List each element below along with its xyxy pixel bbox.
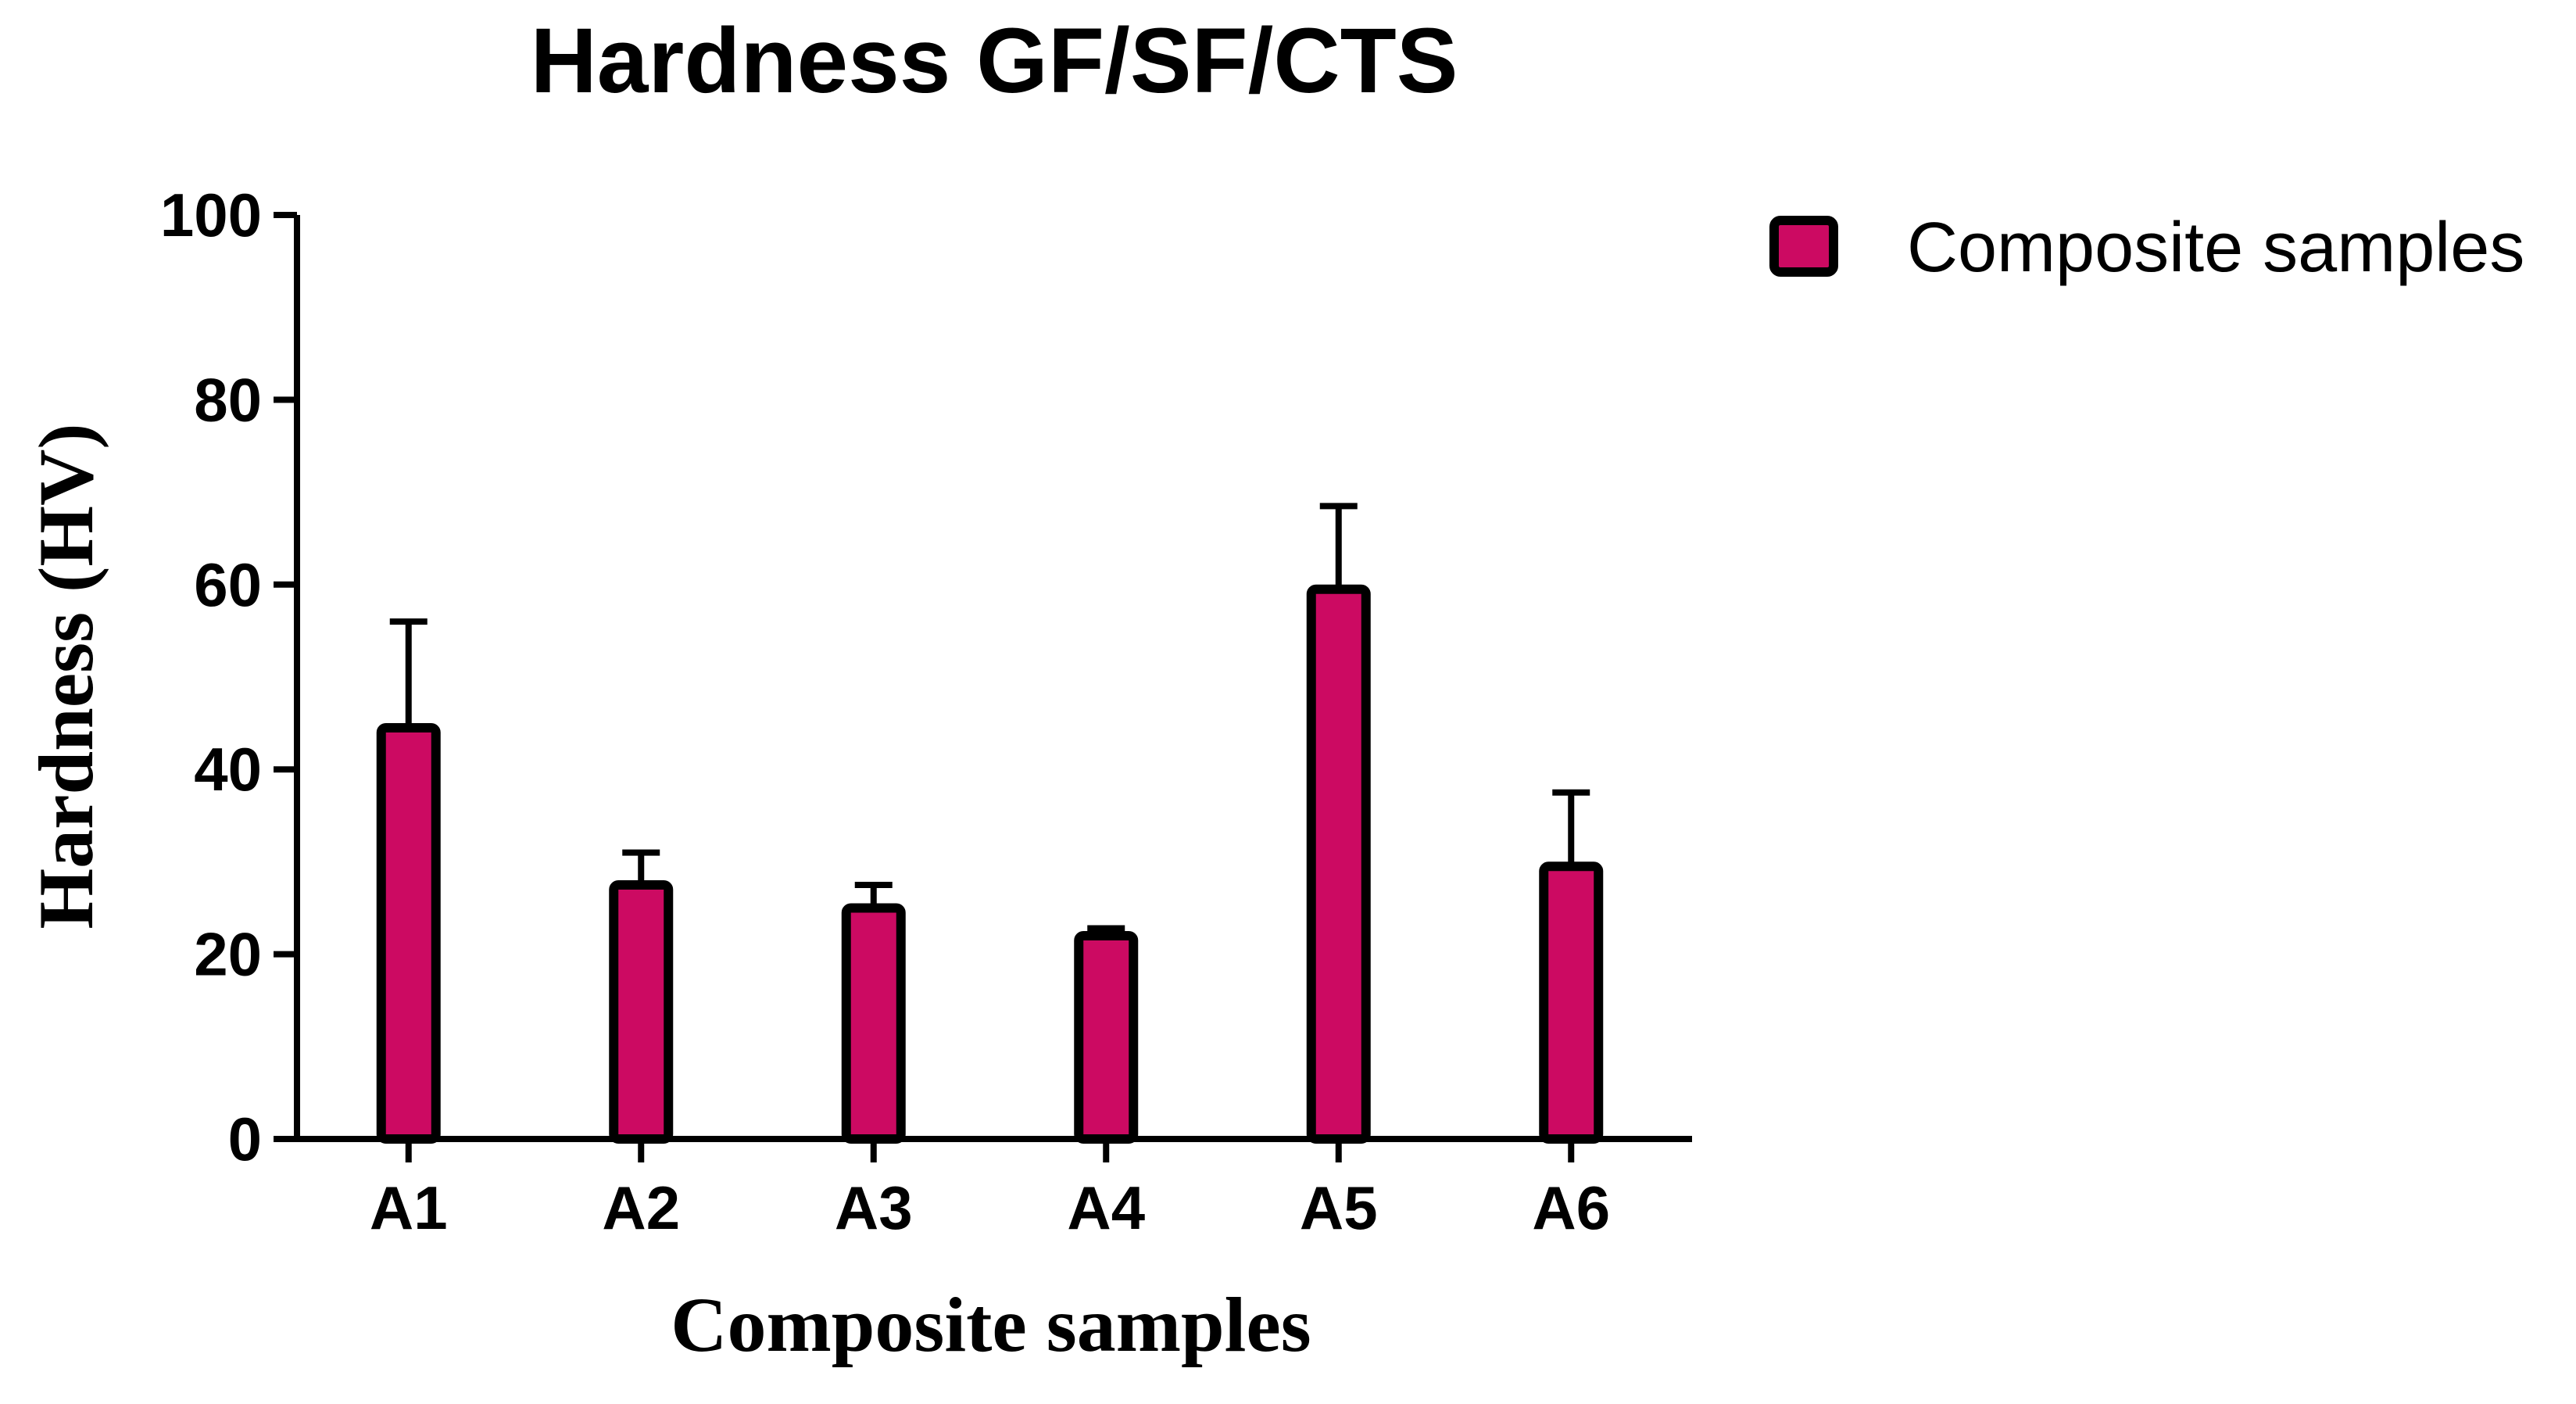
x-tick-label: A4 (1067, 1173, 1145, 1242)
x-tick-label: A2 (602, 1173, 680, 1242)
x-tick-label: A5 (1300, 1173, 1378, 1242)
bar-a1 (376, 723, 441, 1144)
x-tick-label: A1 (370, 1173, 448, 1242)
x-tick-label: A3 (835, 1173, 913, 1242)
bar-a2 (609, 879, 674, 1144)
y-tick-label: 20 (194, 920, 262, 989)
y-tick-label: 40 (194, 735, 262, 804)
y-tick-label: 60 (194, 550, 262, 619)
bar-a3 (841, 903, 906, 1144)
y-tick-label: 100 (160, 181, 262, 249)
x-axis-title: Composite samples (671, 1281, 1311, 1368)
bar-a4 (1074, 930, 1139, 1144)
bar-a6 (1539, 861, 1604, 1144)
plot-area: 0 20 40 60 80 100 A1 A2 A3 A4 A5 A6 (160, 181, 1692, 1242)
y-tick-label: 80 (194, 365, 262, 434)
legend-swatch (1769, 216, 1838, 277)
x-tick-label: A6 (1532, 1173, 1610, 1242)
y-axis-title: Hardness (HV) (23, 423, 109, 929)
legend: Composite samples (1769, 209, 2524, 287)
chart-title: Hardness GF/SF/CTS (531, 9, 1458, 113)
legend-label: Composite samples (1907, 209, 2524, 287)
y-tick-label: 0 (228, 1105, 262, 1173)
bar-a5 (1306, 584, 1371, 1144)
